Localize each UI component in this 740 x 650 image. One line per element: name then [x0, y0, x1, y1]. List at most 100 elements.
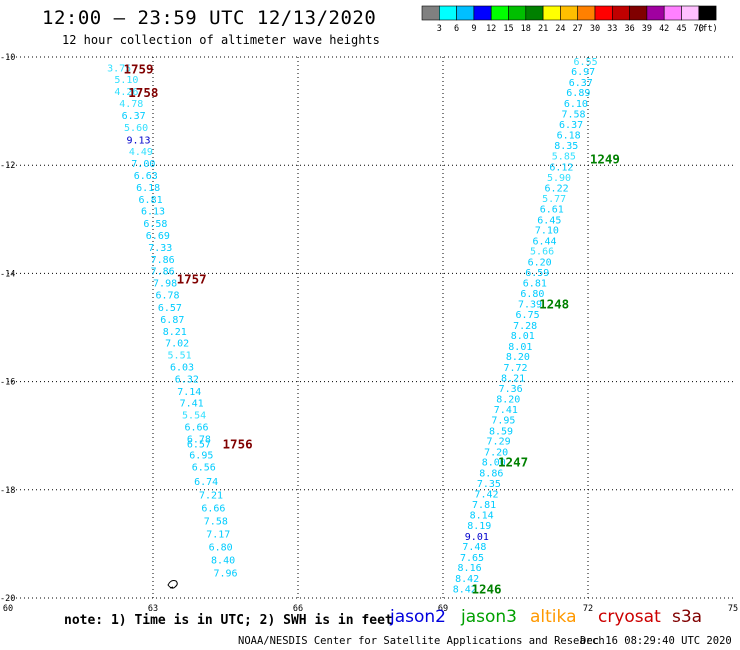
colorbar-label: 30	[590, 24, 600, 34]
swh-value: 8.19	[467, 521, 491, 532]
colorbar-swatch	[594, 5, 613, 21]
swh-value: 7.21	[199, 491, 223, 502]
island-outline	[167, 580, 178, 589]
swh-value: 5.51	[168, 351, 192, 362]
colorbar-swatch	[438, 5, 457, 21]
colorbar-swatch	[681, 5, 700, 21]
swh-value: 8.42	[453, 584, 477, 595]
legend-s3a: s3a	[672, 607, 703, 627]
colorbar-label: 42	[659, 24, 669, 34]
swh-value: 7.86	[151, 255, 175, 266]
swh-value: 9.01	[465, 532, 489, 543]
colorbar-swatch	[611, 5, 630, 21]
x-tick-label: 69	[438, 604, 448, 614]
swh-value: 8.40	[211, 556, 235, 567]
swh-value: 6.78	[187, 434, 211, 445]
colorbar-swatch	[698, 5, 717, 21]
y-tick-label: -10	[0, 53, 15, 63]
swh-value: 4.78	[119, 99, 143, 110]
swh-value: 7.86	[151, 267, 175, 278]
swh-value: 5.85	[552, 152, 576, 163]
swh-value: 5.60	[124, 123, 148, 134]
swh-value: 7.41	[180, 399, 204, 410]
swh-value: 8.59	[489, 426, 513, 437]
swh-value: 6.63	[134, 171, 158, 182]
swh-value: 7.65	[460, 553, 484, 564]
colorbar-label: 33	[607, 24, 617, 34]
swh-value: 6.59	[525, 268, 549, 279]
swh-value: 6.97	[571, 67, 595, 78]
swh-value: 6.37	[559, 120, 583, 131]
swh-value: 6.75	[516, 310, 540, 321]
colorbar-swatch	[542, 5, 561, 21]
y-tick-label: -18	[0, 486, 15, 496]
colorbar-swatch	[629, 5, 648, 21]
swh-value: 8.20	[496, 394, 520, 405]
pass-label: 1757	[177, 271, 207, 286]
swh-value: 6.57	[158, 303, 182, 314]
swh-value: 6.44	[532, 236, 556, 247]
swh-value: 6.32	[175, 374, 199, 385]
swh-value: 7.00	[131, 159, 155, 170]
swh-value: 7.17	[206, 530, 230, 541]
colorbar-swatch	[421, 5, 440, 21]
colorbar-label: 45	[676, 24, 686, 34]
swh-value: 7.41	[494, 405, 518, 416]
swh-value: 7.48	[462, 542, 486, 553]
swh-value: 5.10	[114, 75, 138, 86]
swh-value: 8.00	[482, 458, 506, 469]
swh-value: 6.57	[187, 439, 211, 450]
swh-value: 7.96	[213, 569, 237, 580]
swh-value: 6.61	[540, 205, 564, 216]
colorbar-swatch	[473, 5, 492, 21]
pass-label: 1248	[539, 297, 569, 312]
colorbar-swatch	[456, 5, 475, 21]
pass-label: 1756	[223, 436, 253, 451]
swh-value: 6.81	[139, 195, 163, 206]
colorbar-label: 3	[437, 24, 442, 34]
pass-label: 1247	[498, 455, 528, 470]
swh-value: 5.90	[547, 173, 571, 184]
swh-value: 6.56	[192, 463, 216, 474]
swh-value: 5.66	[530, 247, 554, 258]
swh-value: 6.55	[574, 57, 598, 68]
swh-value: 7.95	[491, 416, 515, 427]
y-tick-label: -14	[0, 269, 15, 279]
x-tick-label: 75	[728, 604, 738, 614]
swh-value: 7.98	[153, 279, 177, 290]
swh-value: 6.13	[141, 207, 165, 218]
swh-value: 7.10	[535, 226, 559, 237]
colorbar-label: 27	[573, 24, 583, 34]
swh-value: 8.01	[508, 342, 532, 353]
legend-cryosat: cryosat	[598, 607, 661, 627]
swh-value: 6.03	[170, 362, 194, 373]
swh-value: 6.45	[537, 215, 561, 226]
swh-value: 6.66	[201, 504, 225, 515]
footer-timestamp: Dec 16 08:29:40 UTC 2020	[580, 635, 732, 647]
swh-value: 5.77	[542, 194, 566, 205]
colorbar-swatch	[560, 5, 579, 21]
footer-note: note: 1) Time is in UTC; 2) SWH is in fe…	[64, 613, 393, 628]
swh-value: 7.36	[499, 384, 523, 395]
swh-value: 6.10	[564, 99, 588, 110]
swh-value: 8.14	[470, 511, 494, 522]
swh-value: 7.39	[518, 300, 542, 311]
swh-value: 8.35	[554, 141, 578, 152]
swh-value: 6.37	[122, 111, 146, 122]
swh-value: 8.21	[501, 373, 525, 384]
colorbar-label: 15	[503, 24, 513, 34]
colorbar-label: 12	[486, 24, 496, 34]
page-title: 12:00 – 23:59 UTC 12/13/2020	[42, 7, 377, 29]
swh-value: 6.89	[566, 88, 590, 99]
swh-value: 8.86	[479, 469, 503, 480]
x-tick-label: 63	[148, 604, 158, 614]
swh-value: 6.12	[549, 162, 573, 173]
swh-value: 7.58	[204, 517, 228, 528]
colorbar-swatch	[577, 5, 596, 21]
swh-value: 4.26	[114, 87, 138, 98]
swh-value: 8.01	[511, 331, 535, 342]
colorbar-label: 18	[521, 24, 531, 34]
swh-value: 6.22	[545, 183, 569, 194]
